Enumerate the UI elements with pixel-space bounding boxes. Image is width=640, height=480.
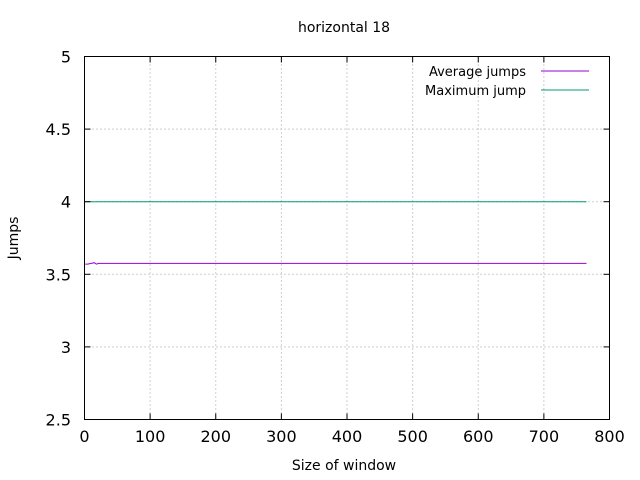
x-tick-label: 700 xyxy=(529,427,560,446)
series-line-average-jumps xyxy=(85,262,587,265)
x-tick-label: 300 xyxy=(266,427,297,446)
x-tick-label: 500 xyxy=(397,427,428,446)
x-tick-label: 600 xyxy=(463,427,494,446)
y-tick-label: 3 xyxy=(61,338,71,357)
axis-ticks: 0 100 200 300 400 500 600 700 800 2.5 3 3.5 4 4.5 5 xyxy=(46,48,625,447)
chart-title: horizontal 18 xyxy=(298,20,390,36)
y-tick-label: 4.5 xyxy=(46,120,71,139)
series-lines xyxy=(85,201,587,265)
y-tick-label: 5 xyxy=(61,48,71,67)
x-tick-label: 400 xyxy=(332,427,363,446)
legend: Average jumps Maximum jump xyxy=(425,65,589,99)
x-tick-label: 200 xyxy=(200,427,231,446)
legend-label: Average jumps xyxy=(429,65,526,80)
y-axis-label: Jumps xyxy=(6,217,22,261)
y-tick-label: 3.5 xyxy=(46,265,71,284)
y-tick-label: 4 xyxy=(61,193,71,212)
x-axis-label: Size of window xyxy=(292,458,396,474)
x-tick-label: 800 xyxy=(594,427,625,446)
y-tick-label: 2.5 xyxy=(46,411,71,430)
grid-lines xyxy=(84,56,610,420)
x-tick-label: 0 xyxy=(79,427,89,446)
x-tick-label: 100 xyxy=(135,427,166,446)
legend-label: Maximum jump xyxy=(425,84,526,99)
